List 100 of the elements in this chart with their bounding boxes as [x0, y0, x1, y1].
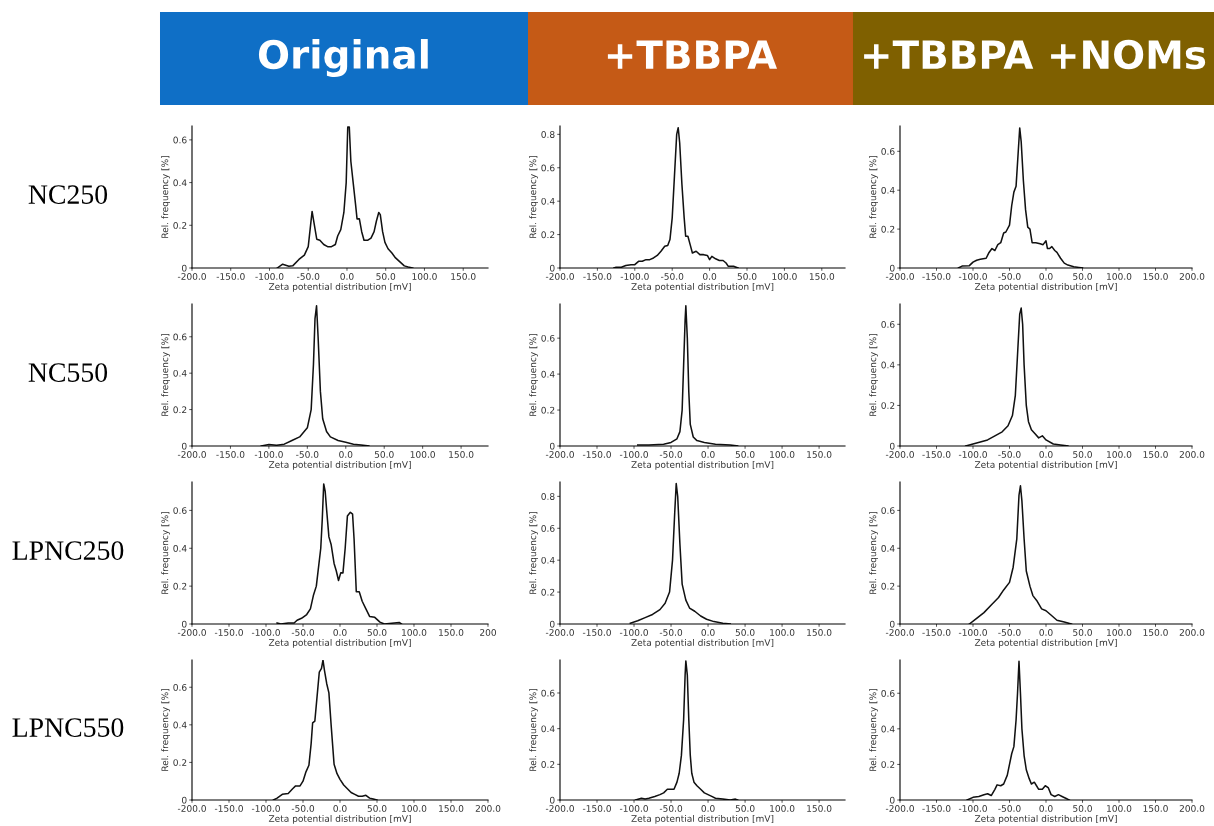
x-tick-label: -200.0 [177, 451, 206, 458]
x-tick-label: 100.0 [410, 451, 435, 458]
chart-title: +TBBPA [607, 40, 778, 69]
x-tick-label: 50.0 [374, 451, 394, 458]
x-tick-label: 50.0 [1073, 629, 1092, 636]
x-tick-label: 150.0 [449, 451, 474, 458]
x-tick-label: 150.0 [1143, 805, 1168, 812]
x-tick-label: -100.0 [251, 629, 280, 636]
x-tick-label: 150.0 [807, 451, 832, 458]
x-tick-label: -50.0 [291, 629, 315, 636]
y-tick-label: 0.2 [881, 225, 895, 233]
x-tick-label: 150.0 [1143, 629, 1168, 636]
x-tick-label: -100.0 [255, 273, 284, 280]
x-tick-label: -100.0 [958, 273, 987, 280]
x-tick-label: -200.0 [545, 805, 574, 812]
x-tick-label: -200.0 [885, 629, 914, 636]
x-tick-label: -150.0 [582, 629, 611, 636]
x-tick-label: -150.0 [922, 273, 951, 280]
x-tick-label: 0.0 [333, 805, 347, 812]
x-tick-label: 100.0 [402, 805, 427, 812]
y-tick-label: 0.6 [541, 689, 555, 697]
x-tick-label: -100.0 [958, 805, 987, 812]
y-tick-label: 0 [549, 620, 555, 628]
y-axis-title: Rel. frequency [%] [869, 334, 878, 416]
x-tick-label: -150.0 [216, 273, 245, 280]
y-tick-label: 0 [889, 796, 895, 804]
x-tick-label: 0.0 [1039, 629, 1053, 636]
y-tick-label: 0 [889, 620, 895, 628]
y-tick-label: 0.2 [173, 759, 187, 766]
x-tick-label: -50.0 [296, 273, 320, 280]
x-tick-label: 50.0 [367, 629, 387, 636]
x-tick-label: -200.0 [545, 451, 574, 458]
x-tick-label: -150.0 [582, 805, 611, 812]
x-tick-label: -50.0 [660, 273, 684, 280]
x-axis-title: Zeta potential distribution [mV] [631, 282, 774, 292]
x-tick-label: 50.0 [1073, 451, 1092, 458]
y-axis-title: Rel. frequency [%] [869, 156, 878, 238]
y-tick-label: 0.2 [173, 222, 187, 229]
chart-title: +TBBPA +NOMs [864, 39, 1206, 70]
y-axis-title: Rel. frequency [%] [161, 689, 170, 771]
x-axis-title: Zeta potential distribution [mV] [974, 814, 1117, 824]
y-tick-label: 0.6 [173, 136, 187, 144]
y-tick-label: 0.4 [541, 197, 555, 205]
y-axis-title: Rel. frequency [%] [161, 156, 170, 238]
x-axis-title: Zeta potential distribution [mV] [631, 460, 774, 470]
x-tick-label: 100.0 [1107, 805, 1132, 812]
y-axis-title: Rel. frequency [%] [529, 156, 538, 238]
x-tick-label: -50.0 [998, 273, 1021, 280]
y-tick-label: 0.6 [173, 683, 187, 691]
x-tick-label: -100.0 [958, 629, 987, 636]
y-tick-label: 0.6 [541, 164, 555, 172]
x-tick-label: 50.0 [1073, 273, 1092, 280]
x-tick-label: 100.0 [1107, 273, 1132, 280]
x-tick-label: -200.0 [177, 629, 206, 636]
x-axis-title: Zeta potential distribution [mV] [974, 282, 1117, 292]
x-tick-label: 150.0 [1143, 273, 1168, 280]
x-tick-label: 50.0 [737, 273, 757, 280]
x-tick-label: 50.0 [735, 805, 755, 812]
x-tick-label: 150.0 [809, 273, 835, 280]
x-tick-label: 200 [480, 629, 497, 636]
x-tick-label: 200.0 [1179, 629, 1205, 636]
text: NC550 [28, 363, 108, 382]
x-tick-label: -50.0 [659, 451, 683, 458]
y-tick-label: 0.6 [881, 690, 895, 697]
y-tick-label: 0 [181, 442, 187, 450]
text: LPNC250 [12, 541, 124, 560]
x-tick-label: -100.0 [619, 451, 648, 458]
x-tick-label: -150.0 [922, 805, 951, 812]
x-tick-label: 200.0 [475, 805, 501, 812]
x-tick-label: 150.0 [439, 629, 464, 636]
y-tick-label: 0 [889, 264, 895, 272]
y-tick-label: 0.2 [173, 406, 187, 414]
x-tick-label: 0.0 [339, 451, 353, 458]
y-tick-label: 0 [549, 796, 555, 804]
y-tick-label: 0.4 [881, 545, 895, 552]
x-tick-label: -50.0 [998, 805, 1021, 812]
y-tick-label: 0.2 [541, 231, 555, 239]
y-tick-label: 0.6 [881, 507, 895, 514]
y-tick-label: 0.2 [881, 582, 895, 590]
x-tick-label: 0.0 [701, 451, 715, 458]
y-tick-label: 0.2 [173, 582, 187, 590]
y-axis-title: Rel. frequency [%] [529, 334, 538, 416]
x-tick-label: 150.0 [451, 273, 476, 280]
x-tick-label: 150.0 [807, 629, 832, 636]
x-tick-label: 100.0 [770, 629, 795, 636]
y-tick-label: 0.4 [541, 556, 555, 564]
line-series [613, 126, 739, 268]
x-tick-label: 0.0 [340, 273, 354, 280]
y-axis-title: Rel. frequency [%] [529, 689, 538, 771]
text: LPNC550 [12, 718, 124, 737]
x-tick-label: 50.0 [1073, 805, 1092, 812]
x-tick-label: -50.0 [291, 805, 315, 812]
y-tick-label: 0 [181, 264, 187, 272]
x-tick-label: -50.0 [659, 629, 683, 636]
x-tick-label: 0.0 [703, 273, 717, 280]
x-tick-label: -100.0 [619, 629, 648, 636]
y-tick-label: 0.6 [881, 321, 895, 328]
x-tick-label: 100.0 [412, 273, 437, 280]
y-tick-label: 0.6 [173, 507, 187, 514]
x-tick-label: -200.0 [885, 273, 914, 280]
